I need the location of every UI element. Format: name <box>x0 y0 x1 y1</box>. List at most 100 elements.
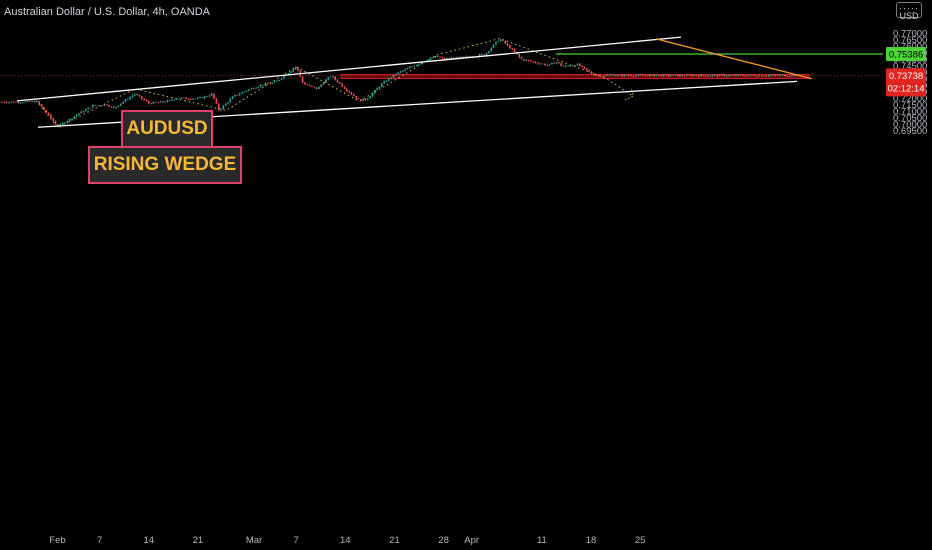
candle-body <box>408 66 411 69</box>
candle-body <box>250 88 253 90</box>
candle-body <box>613 75 616 77</box>
candle-body <box>739 74 742 76</box>
candle-body <box>134 94 136 96</box>
candle-body <box>686 74 688 76</box>
candle-body <box>243 91 246 93</box>
candle-body <box>751 74 754 76</box>
candle-body <box>697 75 700 77</box>
candle-body <box>443 58 446 60</box>
candle-body <box>152 101 155 104</box>
candle-body <box>290 71 292 74</box>
currency-button[interactable]: ····· USD <box>896 2 922 21</box>
candle-body <box>544 63 546 66</box>
candle-body <box>227 102 229 104</box>
candle-body <box>600 75 602 77</box>
candle-body <box>19 102 22 104</box>
candle-body <box>534 61 537 63</box>
candle-body <box>385 81 388 82</box>
candle-body <box>287 73 290 75</box>
candle-body <box>711 75 714 76</box>
candle-body <box>99 105 101 107</box>
candle-body <box>45 110 48 113</box>
candle-body <box>714 74 716 76</box>
x-tick-label: 28 <box>438 535 449 546</box>
candle-body <box>50 114 52 119</box>
candle-body <box>136 94 138 96</box>
candle-body <box>115 106 117 108</box>
candle-body <box>369 96 371 99</box>
candle-body <box>676 74 679 77</box>
candle-body <box>89 107 92 109</box>
candle-body <box>749 74 751 76</box>
candle-body <box>87 107 90 110</box>
candle-body <box>690 74 693 77</box>
candle-body <box>574 65 576 67</box>
candle-body <box>429 57 432 60</box>
candle-body <box>103 104 106 106</box>
candle-body <box>742 74 744 76</box>
candle-body <box>348 91 350 93</box>
candle-body <box>777 75 779 76</box>
candle-body <box>343 86 346 89</box>
currency-label: USD <box>899 11 919 21</box>
candle-body <box>248 89 250 91</box>
candle-body <box>154 101 157 103</box>
candle-body <box>411 66 413 68</box>
candle-body <box>129 97 131 100</box>
candle-body <box>15 101 17 103</box>
candle-body <box>646 75 649 77</box>
candle-body <box>632 76 635 77</box>
candle-body <box>725 75 728 77</box>
candle-body <box>667 74 670 76</box>
candle-body <box>623 74 625 77</box>
candle-body <box>446 58 448 60</box>
candle-body <box>224 103 227 106</box>
candle-body <box>108 105 110 107</box>
candle-body <box>688 74 691 76</box>
candle-body <box>3 101 6 103</box>
candle-body <box>786 76 789 77</box>
candle-body <box>488 51 490 53</box>
candle-body <box>26 101 29 102</box>
candle-body <box>257 86 260 88</box>
wedge-upper-line <box>16 36 682 102</box>
candle-body <box>38 101 41 105</box>
candle-body <box>672 74 674 76</box>
candle-body <box>744 75 747 77</box>
candle-body <box>40 104 43 107</box>
candle-body <box>716 74 719 77</box>
candle-body <box>311 85 313 87</box>
candle-body <box>618 74 621 76</box>
candle-body <box>313 86 316 88</box>
candle-body <box>355 96 357 99</box>
candle-body <box>220 109 222 111</box>
candle-body <box>318 86 320 90</box>
candle-body <box>168 100 171 101</box>
candle-body <box>511 48 514 50</box>
candle-body <box>770 75 772 77</box>
candle-body <box>5 102 8 104</box>
candle-body <box>127 99 129 101</box>
candle-body <box>292 69 295 72</box>
candle-body <box>206 96 208 98</box>
candle-body <box>607 74 609 76</box>
candle-body <box>185 97 187 99</box>
candle-body <box>241 92 243 94</box>
candle-body <box>353 94 355 97</box>
candle-body <box>695 75 698 77</box>
candle-body <box>753 75 756 77</box>
candle-body <box>301 76 304 83</box>
candle-body <box>336 79 339 83</box>
candle-body <box>180 97 183 99</box>
candle-body <box>397 72 399 75</box>
candle-body <box>448 58 451 60</box>
candle-body <box>758 75 761 77</box>
candle-body <box>124 99 127 102</box>
zigzag-path <box>36 37 634 128</box>
menu-dots-icon: ····· <box>899 3 919 13</box>
candle-body <box>145 100 148 102</box>
candle-body <box>467 56 469 58</box>
candle-body <box>259 84 262 87</box>
candle-body <box>602 75 604 77</box>
